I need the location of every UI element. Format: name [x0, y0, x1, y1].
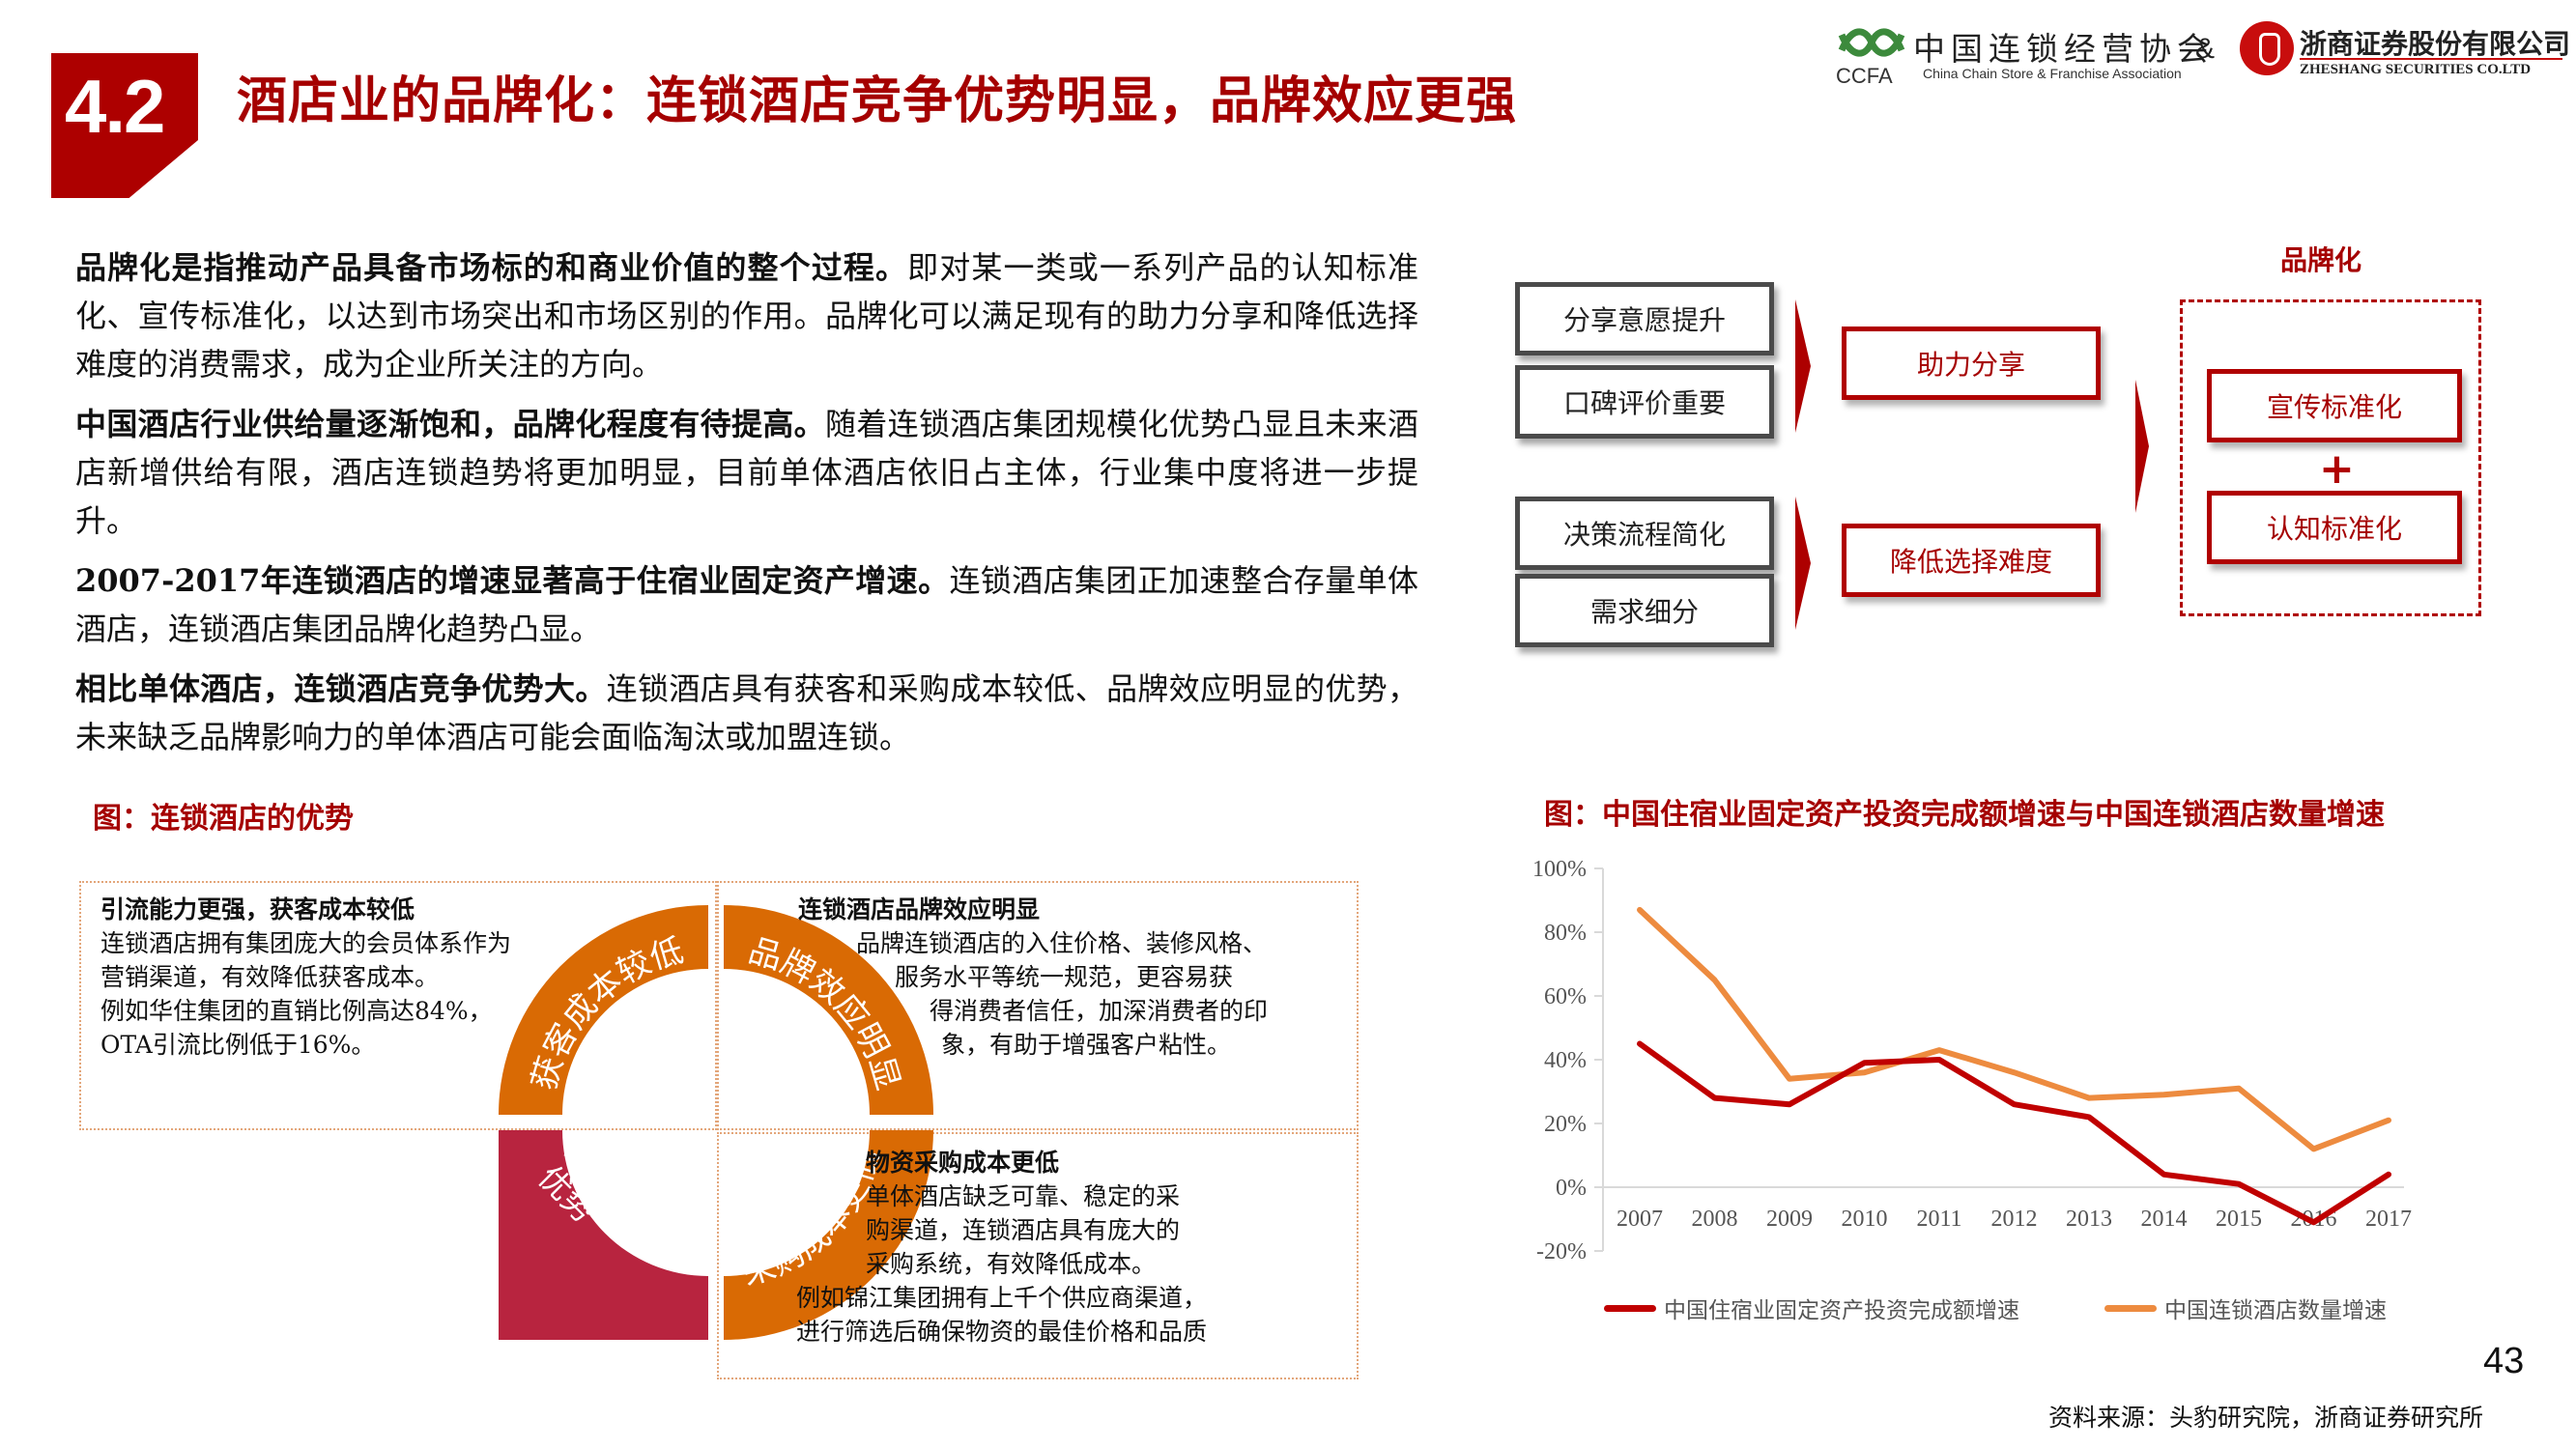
diagram-output-box: 认知标准化 — [2207, 491, 2462, 564]
advantage-line: 得消费者信任，加深消费者的印 — [930, 997, 1269, 1025]
plus-icon: + — [2319, 444, 2355, 494]
x-tick-label: 2013 — [2066, 1207, 2112, 1232]
advantage-line: 采购系统，有效降低成本。 — [866, 1250, 1157, 1278]
ccfa-name-cn: 中国连锁经营协会 — [1913, 30, 2215, 68]
page-title: 酒店业的品牌化：连锁酒店竞争优势明显，品牌效应更强 — [237, 72, 1518, 130]
legend-item: 中国连锁酒店数量增速 — [2104, 1292, 2387, 1324]
advantage-line: 服务水平等统一规范，更容易获 — [895, 963, 1234, 991]
advantage-text: 连锁酒店品牌效应明显 品牌连锁酒店的入住价格、装修风格、 服务水平等统一规范，更… — [798, 893, 1268, 1062]
paragraph: 2007-2017年连锁酒店的增速显著高于住宿业固定资产增速。连锁酒店集团正加速… — [75, 556, 1418, 653]
paragraph-lead: 2007-2017年连锁酒店的增速显著高于住宿业固定资产增速。 — [75, 562, 950, 599]
ccfa-abbr: CCFA — [1836, 64, 1893, 88]
paragraph: 中国酒店行业供给量逐渐饱和，品牌化程度有待提高。随着连锁酒店集团规模化优势凸显且… — [75, 400, 1418, 545]
advantage-line: 连锁酒店拥有集团庞大的会员体系作为 — [100, 929, 512, 957]
legend-label: 中国连锁酒店数量增速 — [2164, 1298, 2387, 1323]
advantage-line: 进行筛选后确保物资的最佳价格和品质 — [796, 1318, 1208, 1346]
x-tick-label: 2011 — [1916, 1207, 1961, 1232]
paragraph-body: 连锁酒店具有获客和采购成本较低、品牌效应明显的优势，未来缺乏品牌影响力的单体酒店… — [75, 670, 1418, 755]
series-line — [1637, 906, 2391, 1152]
y-tick-label: 80% — [1544, 921, 1587, 946]
advantage-line: 象，有助于增强客户粘性。 — [941, 1031, 1232, 1059]
intro-text: 品牌化是指推动产品具备市场标的和商业价值的整个过程。即对某一类或一系列产品的认知… — [75, 243, 1418, 773]
advantage-line: 单体酒店缺乏可靠、稳定的采 — [866, 1182, 1181, 1210]
diagram-input-box: 分享意愿提升 — [1515, 282, 1774, 355]
advantage-line: 购渠道，连锁酒店具有庞大的 — [866, 1216, 1181, 1244]
advantage-box — [717, 1132, 1359, 1379]
x-tick-label: 2008 — [1692, 1207, 1738, 1232]
paragraph-lead: 中国酒店行业供给量逐渐饱和，品牌化程度有待提高。 — [75, 406, 825, 442]
x-tick-label: 2015 — [2216, 1207, 2262, 1232]
paragraph-lead: 品牌化是指推动产品具备市场标的和商业价值的整个过程。 — [75, 249, 908, 286]
x-tick-label: 2012 — [1991, 1207, 2038, 1232]
advantage-line: 例如锦江集团拥有上千个供应商渠道， — [796, 1284, 1208, 1312]
arrow-right-icon — [2135, 380, 2149, 513]
x-tick-label: 2009 — [1766, 1207, 1813, 1232]
diagram-input-box: 决策流程简化 — [1515, 497, 1774, 570]
divider — [2300, 58, 2562, 60]
line-chart: 100% 80% 60% 40% 20% 0% -20% 2007 2008 2009 2010 2… — [1532, 857, 2412, 1264]
advantage-box — [79, 881, 717, 1130]
advantage-text: 引流能力更强，获客成本较低 连锁酒店拥有集团庞大的会员体系作为 营销渠道，有效降… — [100, 893, 511, 1062]
advantage-text: 物资采购成本更低 单体酒店缺乏可靠、稳定的采 购渠道，连锁酒店具有庞大的 采购系… — [796, 1146, 1207, 1349]
zheshang-name-cn: 浙商证券股份有限公司 — [2300, 28, 2571, 60]
diagram-input-box: 口碑评价重要 — [1515, 365, 1774, 439]
paragraph-body: 连锁酒店集团正加速整合存量单体酒店，连锁酒店集团品牌化趋势凸显。 — [75, 562, 1418, 647]
x-tick-label: 2007 — [1617, 1207, 1663, 1232]
ccfa-logo: CCFA 中国连锁经营协会 China Chain Store & Franch… — [1836, 23, 2338, 88]
paragraph-body: 即对某一类或一系列产品的认知标准化、宣传标准化，以达到市场突出和市场区别的作用。… — [75, 249, 1418, 383]
arrow-right-icon — [1795, 299, 1811, 433]
legend-swatch-icon — [1604, 1304, 1656, 1312]
figure-caption: 图：连锁酒店的优势 — [93, 802, 354, 836]
advantage-line: 品牌连锁酒店的入住价格、装修风格、 — [856, 929, 1268, 957]
advantage-heading: 引流能力更强，获客成本较低 — [100, 895, 415, 923]
x-tick-label: 2014 — [2141, 1207, 2188, 1232]
logo-ampersand: & — [2195, 33, 2216, 65]
legend-item: 中国住宿业固定资产投资完成额增速 — [1604, 1292, 2019, 1324]
legend-label: 中国住宿业固定资产投资完成额增速 — [1664, 1298, 2019, 1323]
section-badge: 4.2 — [51, 53, 198, 198]
ring-segment — [499, 905, 708, 1115]
zheshang-emblem-icon — [2240, 21, 2294, 75]
y-tick-label: 20% — [1544, 1112, 1587, 1137]
advantage-heading: 物资采购成本更低 — [866, 1149, 1060, 1177]
diagram-middle-box: 降低选择难度 — [1842, 524, 2101, 597]
source-note: 资料来源：头豹研究院，浙商证券研究所 — [2048, 1404, 2484, 1432]
advantage-heading: 连锁酒店品牌效应明显 — [798, 895, 1041, 923]
ccfa-emblem-icon — [1838, 28, 1905, 57]
advantage-line: 例如华住集团的直销比例高达84%， — [100, 997, 493, 1025]
diagram-input-box: 需求细分 — [1515, 574, 1774, 647]
y-tick-label: 100% — [1532, 857, 1587, 882]
ccfa-name-en: China Chain Store & Franchise Associatio… — [1923, 66, 2182, 81]
advantage-line: 营销渠道，有效降低获客成本。 — [100, 963, 440, 991]
paragraph-body: 随着连锁酒店集团规模化优势凸显且未来酒店新增供给有限，酒店连锁趋势将更加明显，目… — [75, 406, 1418, 539]
advantage-line: OTA引流比例低于16%。 — [100, 1031, 376, 1059]
zheshang-name-en: ZHESHANG SECURITIES CO.LTD — [2300, 62, 2532, 77]
paragraph: 品牌化是指推动产品具备市场标的和商业价值的整个过程。即对某一类或一系列产品的认知… — [75, 243, 1418, 388]
diagram-title: 品牌化 — [2280, 244, 2362, 276]
advantages-ring: 获客成本较低 品牌效应明显 采购成本更低 — [499, 905, 933, 1340]
ring-segment — [724, 905, 933, 1115]
y-tick-label: 40% — [1544, 1048, 1587, 1073]
x-tick-label: 2017 — [2365, 1207, 2412, 1232]
x-tick-label: 2010 — [1842, 1207, 1888, 1232]
chart-title: 图：中国住宿业固定资产投资完成额增速与中国连锁酒店数量增速 — [1544, 798, 2385, 832]
zheshang-logo: 浙商证券股份有限公司 ZHESHANG SECURITIES CO.LTD — [2240, 21, 2571, 83]
y-tick-label: -20% — [1536, 1239, 1587, 1264]
diagram-middle-box: 助力分享 — [1842, 327, 2101, 400]
series-line — [1637, 1040, 2391, 1226]
legend-swatch-icon — [2104, 1304, 2157, 1312]
paragraph-lead: 相比单体酒店，连锁酒店竞争优势大。 — [75, 670, 607, 707]
y-tick-label: 60% — [1544, 984, 1587, 1009]
y-tick-label: 0% — [1556, 1176, 1587, 1201]
brand-output-group — [2180, 299, 2481, 616]
diagram-output-box: 宣传标准化 — [2207, 369, 2462, 442]
ring-segment — [724, 1130, 933, 1340]
paragraph: 相比单体酒店，连锁酒店竞争优势大。连锁酒店具有获客和采购成本较低、品牌效应明显的… — [75, 665, 1418, 761]
section-number: 4.2 — [65, 64, 165, 149]
ring-center-segment — [499, 1130, 708, 1340]
advantage-box — [717, 881, 1359, 1130]
page-number: 43 — [2483, 1341, 2525, 1381]
arrow-right-icon — [1795, 497, 1811, 630]
